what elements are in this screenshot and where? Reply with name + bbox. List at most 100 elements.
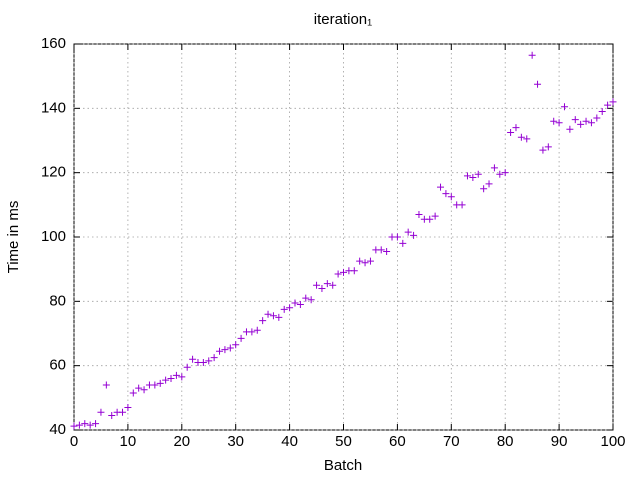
- point: [119, 408, 127, 416]
- point: [162, 376, 170, 384]
- point: [393, 233, 401, 241]
- point: [178, 373, 186, 381]
- point: [507, 128, 515, 136]
- point: [86, 421, 94, 429]
- point: [172, 371, 180, 379]
- point: [183, 363, 191, 371]
- point: [318, 284, 326, 292]
- point: [577, 120, 585, 128]
- point: [92, 420, 100, 428]
- point: [189, 355, 197, 363]
- x-tick-label: 40: [281, 433, 298, 450]
- point: [97, 408, 105, 416]
- point: [458, 201, 466, 209]
- point: [216, 347, 224, 355]
- point: [199, 358, 207, 366]
- point: [539, 146, 547, 154]
- point: [340, 268, 347, 276]
- point: [463, 172, 471, 180]
- point: [437, 183, 445, 191]
- x-tick-label: 100: [600, 433, 625, 450]
- point: [291, 299, 299, 307]
- point: [280, 305, 288, 313]
- point: [140, 386, 148, 394]
- point: [275, 313, 283, 321]
- point: [329, 281, 337, 289]
- y-tick-label: 140: [41, 99, 66, 116]
- point: [129, 389, 137, 397]
- point: [544, 143, 552, 151]
- point: [81, 420, 89, 428]
- point: [334, 270, 342, 278]
- point: [259, 317, 267, 325]
- point: [447, 193, 455, 201]
- point: [226, 344, 234, 352]
- x-tick-label: 20: [173, 433, 190, 450]
- point: [490, 164, 498, 172]
- x-tick-label: 80: [497, 433, 514, 450]
- point: [582, 117, 590, 125]
- x-tick-label: 50: [335, 433, 352, 450]
- point: [366, 257, 374, 265]
- point: [593, 114, 601, 122]
- point: [102, 381, 110, 389]
- point: [534, 80, 542, 88]
- point: [286, 304, 294, 312]
- x-tick-label: 90: [551, 433, 568, 450]
- point: [399, 239, 407, 247]
- y-tick-label: 100: [41, 228, 66, 245]
- point: [501, 169, 509, 177]
- point: [108, 412, 116, 420]
- x-tick-label: 60: [389, 433, 406, 450]
- point: [221, 346, 229, 354]
- point: [523, 135, 531, 143]
- point: [210, 354, 218, 362]
- point: [70, 422, 78, 430]
- point: [571, 116, 579, 124]
- point: [604, 101, 612, 109]
- point: [253, 326, 261, 334]
- point: [151, 381, 159, 389]
- point: [560, 103, 568, 111]
- point: [587, 119, 595, 127]
- point: [124, 403, 132, 411]
- y-tick-label: 80: [49, 292, 66, 309]
- point: [404, 228, 412, 236]
- x-tick-label: 70: [443, 433, 460, 450]
- point: [237, 334, 245, 342]
- y-tick-label: 40: [49, 421, 66, 438]
- point: [512, 124, 520, 132]
- point: [361, 259, 369, 267]
- point: [269, 312, 277, 320]
- point: [609, 98, 617, 106]
- point: [496, 170, 504, 178]
- point: [426, 215, 434, 223]
- x-axis-label: Batch: [324, 457, 362, 474]
- point: [442, 190, 450, 198]
- y-tick-label: 160: [41, 35, 66, 52]
- point: [415, 210, 423, 218]
- point: [410, 231, 418, 239]
- plot-border: [73, 43, 614, 431]
- y-tick-label: 120: [41, 164, 66, 181]
- x-tick-label: 10: [120, 433, 137, 450]
- point: [313, 281, 321, 289]
- point: [431, 212, 439, 220]
- point: [205, 357, 213, 365]
- point: [598, 108, 606, 116]
- point: [350, 267, 358, 275]
- y-tick-label: 60: [49, 357, 66, 374]
- y-axis-label: Time in ms: [5, 201, 22, 274]
- x-tick-label: 0: [70, 433, 78, 450]
- point: [555, 119, 563, 127]
- point: [517, 133, 525, 141]
- point: [167, 375, 175, 383]
- point: [75, 421, 83, 429]
- point: [480, 185, 488, 193]
- point: [383, 247, 391, 255]
- point: [248, 328, 256, 336]
- point: [307, 296, 315, 304]
- point: [264, 310, 272, 318]
- point: [356, 257, 364, 265]
